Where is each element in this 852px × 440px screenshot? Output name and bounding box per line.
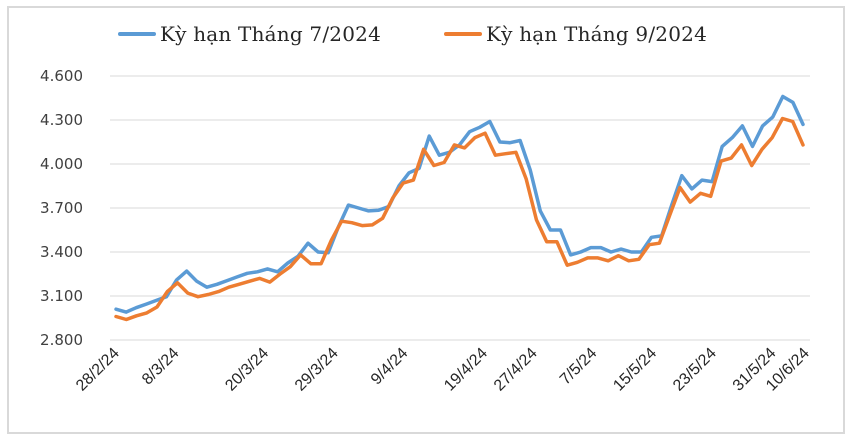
chart-frame: [7, 6, 845, 434]
x-tick-label: 19/4/24: [441, 345, 491, 395]
legend-swatch-blue: [118, 32, 156, 36]
series-line-jul-2024: [114, 94, 805, 314]
x-tick-label: 23/5/24: [670, 345, 720, 395]
series-line-sep-2024: [114, 116, 805, 322]
legend-label: Kỳ hạn Tháng 9/2024: [486, 22, 707, 46]
y-tick-label: 3.100: [40, 287, 83, 305]
x-axis: 28/2/24 8/3/24 20/3/24 29/3/24 9/4/24 19/4/24…: [73, 345, 813, 395]
y-tick-label: 4.600: [40, 67, 83, 85]
legend-item-jul-2024: Kỳ hạn Tháng 7/2024: [118, 22, 381, 46]
x-tick-label: 29/3/24: [292, 345, 342, 395]
y-tick-label: 4.300: [40, 111, 83, 129]
y-tick-label: 3.400: [40, 243, 83, 261]
x-tick-label: 20/3/24: [222, 345, 272, 395]
y-tick-label: 4.000: [40, 155, 83, 173]
chart-legend: Kỳ hạn Tháng 7/2024 Kỳ hạn Tháng 9/2024: [0, 22, 852, 52]
legend-item-sep-2024: Kỳ hạn Tháng 9/2024: [444, 22, 707, 46]
x-tick-label: 7/5/24: [557, 345, 601, 389]
x-tick-label: 27/4/24: [491, 345, 541, 395]
x-tick-label: 8/3/24: [139, 345, 183, 389]
legend-swatch-orange: [444, 32, 482, 36]
x-tick-label: 28/2/24: [73, 345, 123, 395]
x-tick-label: 9/4/24: [368, 345, 412, 389]
series-lines: [114, 94, 805, 322]
x-tick-label: 15/5/24: [610, 345, 660, 395]
legend-label: Kỳ hạn Tháng 7/2024: [160, 22, 381, 46]
y-tick-label: 3.700: [40, 199, 83, 217]
y-tick-label: 2.800: [40, 331, 83, 349]
gridlines: [110, 75, 810, 341]
y-axis: 2.800 3.100 3.400 3.700 4.000 4.300 4.600: [40, 67, 83, 349]
